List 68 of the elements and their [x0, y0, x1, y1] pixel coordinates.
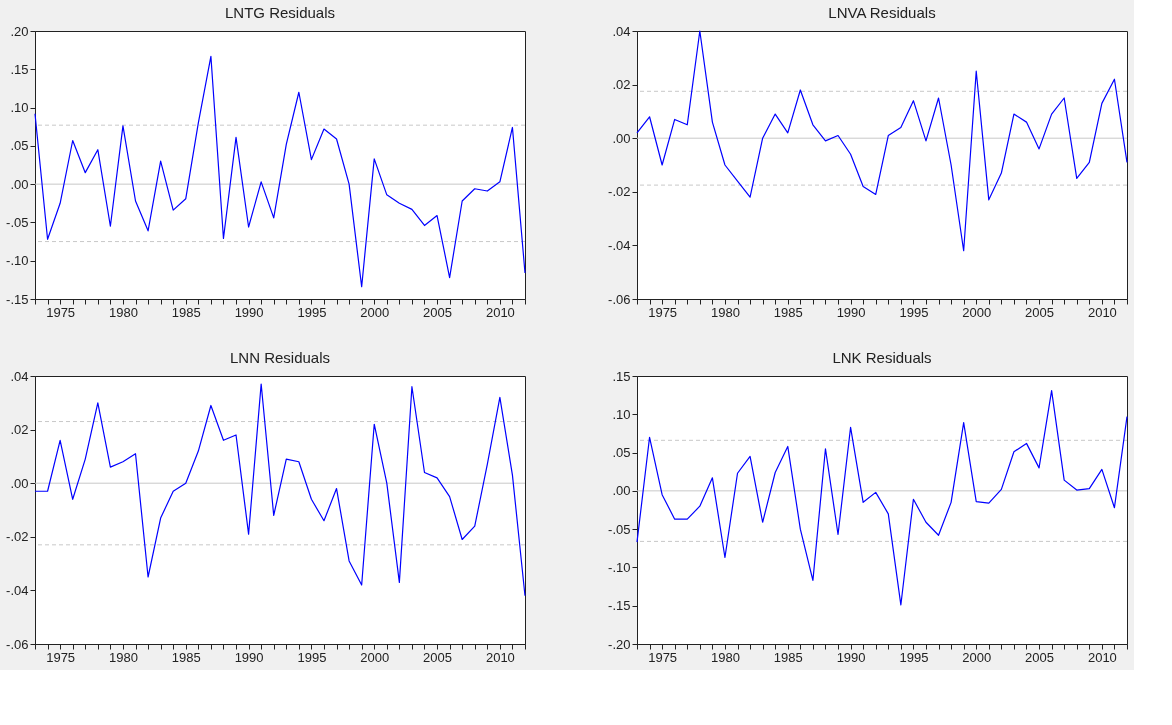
x-tick-label: 1980	[108, 304, 138, 320]
x-tick-label: 2010	[485, 649, 515, 665]
x-tick-label: 2010	[1087, 649, 1117, 665]
y-tick-label: -.10	[608, 559, 631, 575]
line-series	[34, 383, 526, 597]
x-tick-label: 1975	[46, 304, 76, 320]
y-tick-label: .10	[612, 406, 631, 422]
x-tick-label: 1985	[773, 649, 803, 665]
x-tick-label: 1990	[234, 649, 264, 665]
y-tick-label: .00	[10, 475, 29, 491]
x-tick-label: 1980	[710, 304, 740, 320]
x-tick-label: 1995	[297, 649, 327, 665]
y-tick-label: .00	[612, 483, 631, 499]
chart-title: LNN Residuals	[229, 349, 331, 366]
x-tick-label: 2010	[1087, 304, 1117, 320]
x-tick-label: 1985	[171, 304, 201, 320]
x-tick-label: 2005	[1025, 304, 1055, 320]
x-tick-label: 2005	[423, 649, 453, 665]
y-tick-label: .04	[10, 368, 29, 384]
x-tick-label: 2010	[485, 304, 515, 320]
x-tick-label: 1995	[899, 649, 929, 665]
y-tick-label: -.20	[608, 636, 631, 652]
x-tick-label: 1980	[108, 649, 138, 665]
x-tick-label: 2000	[360, 649, 390, 665]
y-tick-label: -.05	[608, 521, 631, 537]
x-tick-label: 1975	[648, 304, 678, 320]
y-tick-label: -.05	[6, 214, 29, 230]
x-tick-label: 1985	[773, 304, 803, 320]
x-tick-label: 1975	[648, 649, 678, 665]
y-tick-label: .20	[10, 23, 29, 39]
y-tick-label: -.15	[608, 598, 631, 614]
y-tick-label: -.06	[608, 291, 631, 307]
y-tick-label: -.06	[6, 636, 29, 652]
x-tick-label: 2000	[962, 649, 992, 665]
y-tick-label: .10	[10, 100, 29, 116]
y-tick-label: .00	[612, 130, 631, 146]
y-tick-label: .15	[10, 61, 29, 77]
y-tick-label: -.02	[608, 184, 631, 200]
x-tick-label: 1990	[234, 304, 264, 320]
x-tick-label: 2000	[962, 304, 992, 320]
x-tick-label: 1990	[836, 304, 866, 320]
line-series	[636, 389, 1128, 606]
y-tick-label: .05	[10, 138, 29, 154]
y-tick-label: .02	[612, 77, 631, 93]
chart-title: LNTG Residuals	[224, 4, 336, 21]
chart-title: LNK Residuals	[832, 349, 932, 366]
x-tick-label: 1985	[171, 649, 201, 665]
y-tick-label: -.04	[608, 237, 631, 253]
x-tick-label: 1980	[710, 649, 740, 665]
line-series	[34, 55, 526, 288]
y-tick-label: .04	[612, 23, 631, 39]
y-tick-label: .02	[10, 422, 29, 438]
line-series	[636, 30, 1128, 252]
y-tick-label: .15	[612, 368, 631, 384]
x-tick-label: 2000	[360, 304, 390, 320]
chart-title: LNVA Residuals	[828, 4, 936, 21]
x-tick-label: 1990	[836, 649, 866, 665]
x-tick-label: 2005	[1025, 649, 1055, 665]
x-tick-label: 1995	[297, 304, 327, 320]
y-tick-label: -.15	[6, 291, 29, 307]
y-tick-label: -.04	[6, 582, 29, 598]
y-tick-label: .05	[612, 445, 631, 461]
x-tick-label: 1975	[46, 649, 76, 665]
x-tick-label: 1995	[899, 304, 929, 320]
y-tick-label: -.02	[6, 529, 29, 545]
x-tick-label: 2005	[423, 304, 453, 320]
y-tick-label: -.10	[6, 253, 29, 269]
y-tick-label: .00	[10, 176, 29, 192]
